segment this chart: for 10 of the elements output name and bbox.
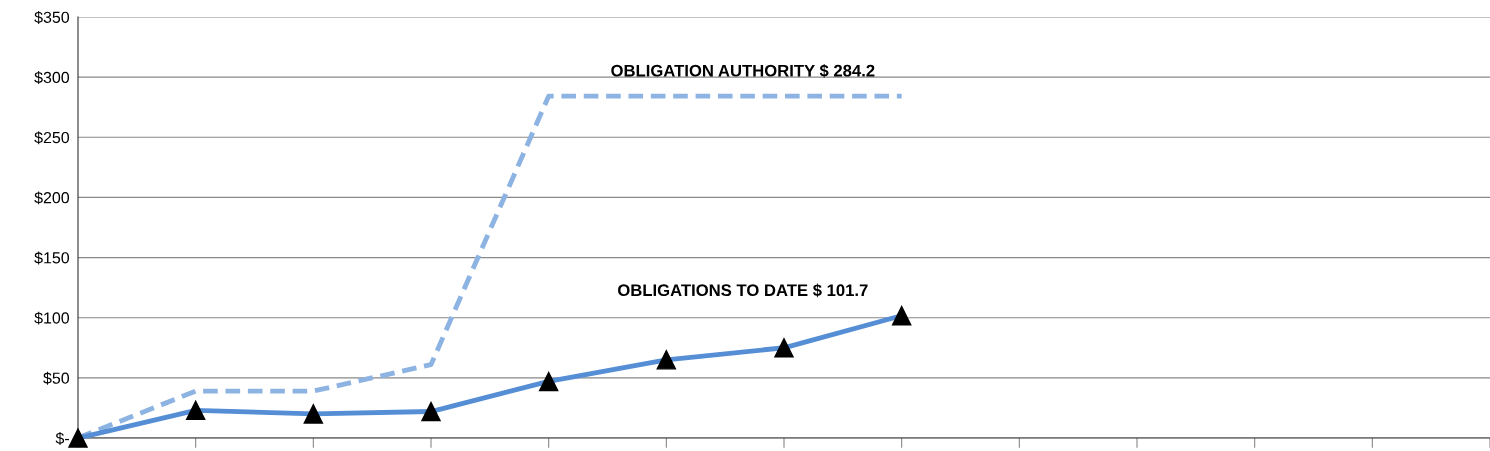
y-tick-label: $- (55, 431, 69, 445)
y-tick-label: $350 (34, 10, 70, 24)
series-label: OBLIGATION AUTHORITY $ 284.2 (611, 64, 875, 78)
y-tick-label: $150 (34, 251, 70, 265)
y-tick-label: $100 (34, 311, 70, 325)
y-tick-label: $300 (34, 71, 70, 85)
y-tick-label: $250 (34, 131, 70, 145)
series-label: OBLIGATIONS TO DATE $ 101.7 (618, 283, 868, 298)
y-tick-label: $50 (43, 371, 70, 385)
y-tick-label: $200 (34, 191, 70, 205)
